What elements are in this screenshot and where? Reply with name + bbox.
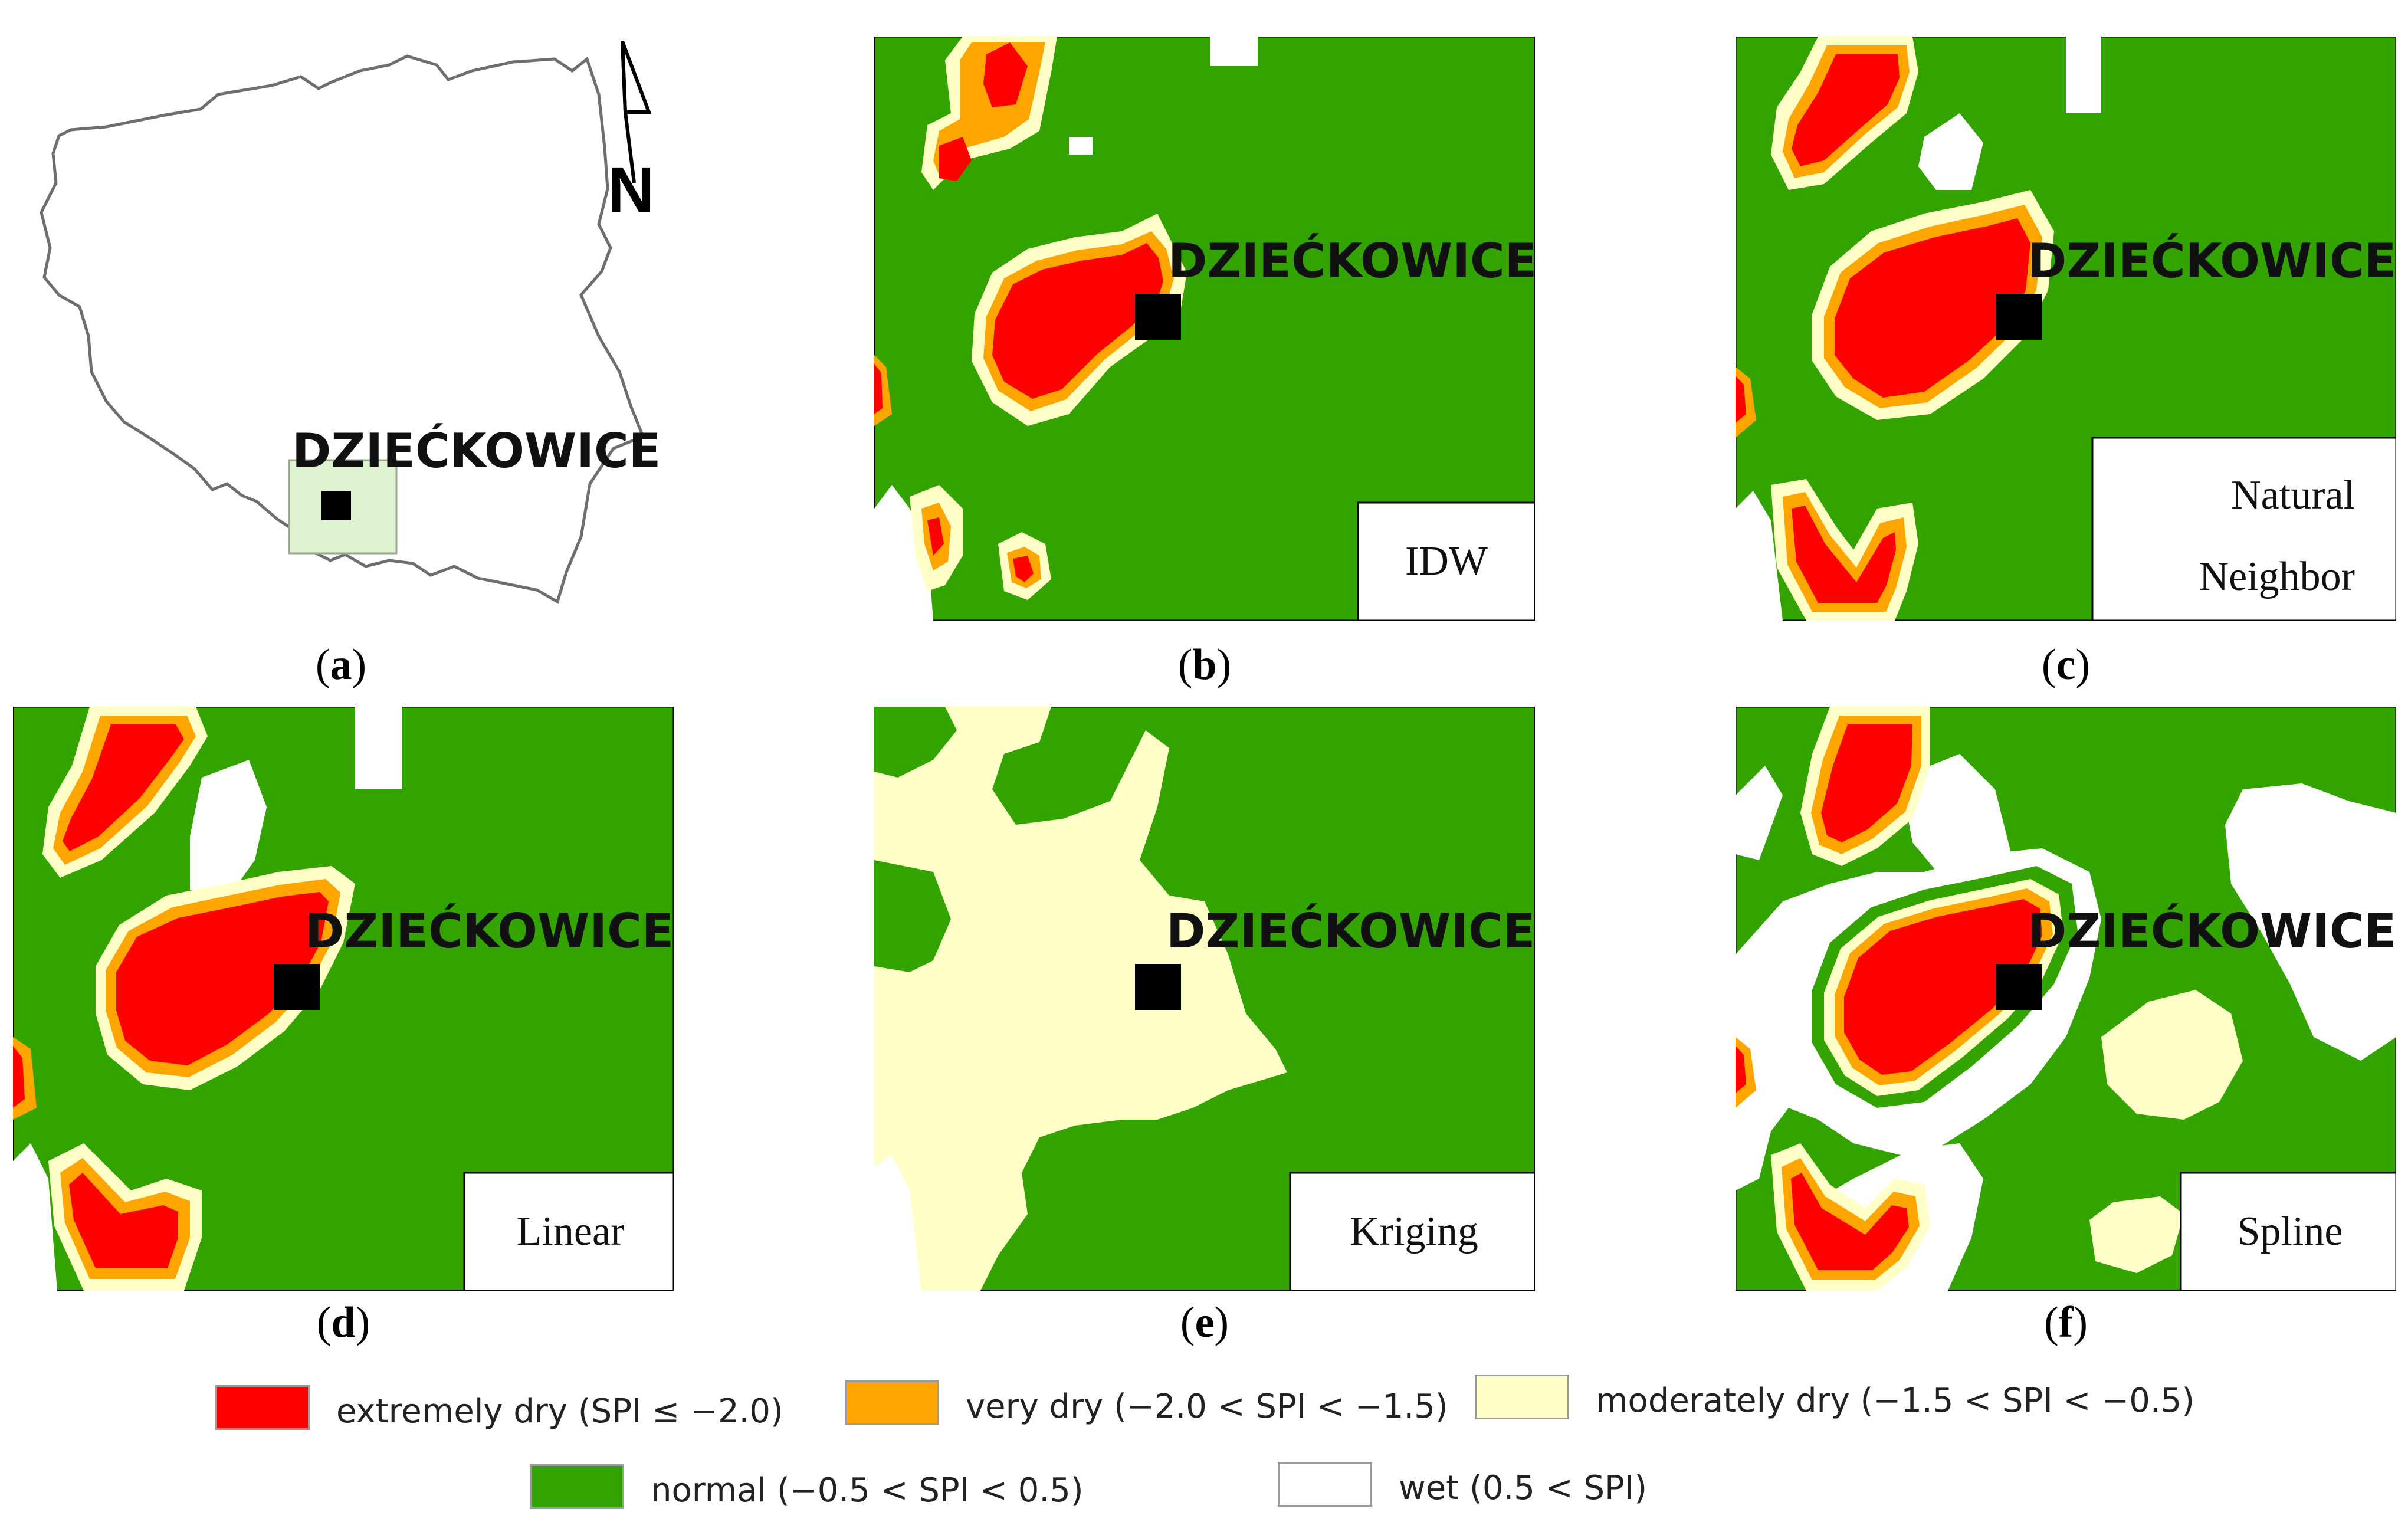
legend-label: extremely dry (SPI ≤ −2.0) bbox=[336, 1392, 783, 1431]
station-marker bbox=[1135, 294, 1181, 340]
method-label-line2: Neighbor bbox=[2199, 554, 2355, 599]
panel-b-idw-map: DZIEĆKOWICE IDW bbox=[874, 37, 1535, 621]
station-label: DZIEĆKOWICE bbox=[1166, 903, 1535, 959]
legend-swatch bbox=[845, 1380, 939, 1425]
panel-c-natural-neighbor-map: DZIEĆKOWICE Natural Neighbor bbox=[1736, 37, 2396, 621]
legend-label: wet (0.5 < SPI) bbox=[1399, 1469, 1648, 1507]
station-label: DZIEĆKOWICE bbox=[305, 903, 674, 959]
legend-swatch bbox=[215, 1385, 310, 1430]
north-arrow-icon: N bbox=[608, 40, 654, 227]
station-marker bbox=[1996, 294, 2042, 340]
station-marker bbox=[274, 964, 320, 1010]
panel-a-overview-map: DZIEĆKOWICE N bbox=[24, 24, 690, 631]
station-label: DZIEĆKOWICE bbox=[292, 423, 661, 478]
method-label-box bbox=[463, 1172, 674, 1291]
method-label: Kriging bbox=[1350, 1209, 1478, 1254]
caption-b: (b) bbox=[1177, 641, 1232, 689]
caption-f: (f) bbox=[2044, 1298, 2088, 1347]
method-label-box bbox=[1357, 501, 1535, 621]
legend-swatch bbox=[1475, 1375, 1569, 1419]
station-label: DZIEĆKOWICE bbox=[2028, 903, 2396, 959]
natural-neighbor-raster: DZIEĆKOWICE Natural Neighbor bbox=[1736, 37, 2396, 621]
station-label: DZIEĆKOWICE bbox=[1168, 233, 1535, 288]
legend-swatch bbox=[530, 1464, 624, 1509]
panel-f-spline-map: DZIEĆKOWICE Spline bbox=[1736, 707, 2396, 1291]
method-label-box bbox=[1289, 1172, 1535, 1291]
panel-e-kriging-map: DZIEĆKOWICE Kriging bbox=[874, 707, 1535, 1291]
legend-label: moderately dry (−1.5 < SPI < −0.5) bbox=[1596, 1382, 2195, 1420]
caption-c: (c) bbox=[2041, 641, 2091, 689]
station-label: DZIEĆKOWICE bbox=[2028, 233, 2396, 288]
station-marker bbox=[321, 491, 351, 520]
method-label-box bbox=[2180, 1172, 2396, 1291]
legend-label: normal (−0.5 < SPI < 0.5) bbox=[651, 1471, 1084, 1510]
caption-a: (a) bbox=[315, 641, 367, 689]
poland-outline-map: DZIEĆKOWICE N bbox=[40, 40, 661, 604]
method-label: Spline bbox=[2238, 1209, 2343, 1254]
idw-raster: DZIEĆKOWICE IDW bbox=[874, 37, 1535, 621]
legend-swatch bbox=[1278, 1462, 1372, 1507]
panel-d-linear-map: DZIEĆKOWICE Linear bbox=[13, 707, 674, 1291]
poland-border bbox=[40, 54, 645, 604]
station-marker bbox=[1135, 964, 1181, 1010]
spline-raster: DZIEĆKOWICE Spline bbox=[1736, 707, 2396, 1291]
caption-e: (e) bbox=[1180, 1298, 1229, 1347]
linear-raster: DZIEĆKOWICE Linear bbox=[13, 707, 674, 1291]
kriging-raster: DZIEĆKOWICE Kriging bbox=[874, 707, 1535, 1291]
caption-d: (d) bbox=[316, 1298, 370, 1347]
method-label: Linear bbox=[517, 1209, 625, 1254]
station-marker bbox=[1996, 964, 2042, 1010]
north-label: N bbox=[608, 154, 654, 227]
method-label-line1: Natural bbox=[2231, 473, 2355, 518]
legend-label: very dry (−2.0 < SPI < −1.5) bbox=[966, 1387, 1448, 1426]
method-label-box bbox=[2091, 437, 2396, 621]
method-label: IDW bbox=[1405, 539, 1488, 584]
